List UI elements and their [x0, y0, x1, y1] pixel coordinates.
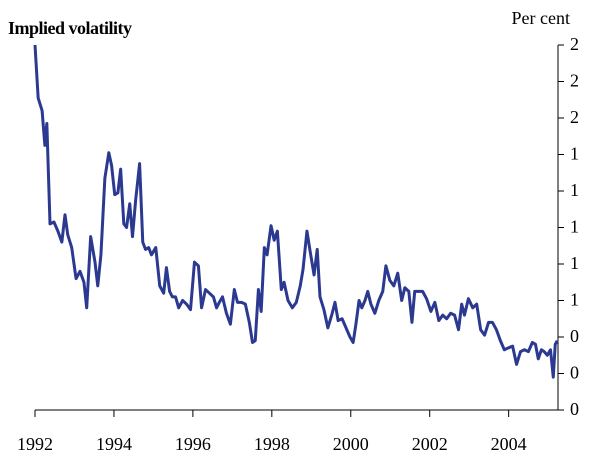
- data-line: [33, 44, 559, 379]
- y-tick-label: 2: [570, 34, 579, 54]
- chart-title: Implied volatility: [8, 18, 132, 38]
- y-tick-label: 0: [570, 363, 579, 383]
- y-tick-label: 2: [570, 71, 579, 91]
- y-tick-label: 1: [570, 144, 579, 164]
- x-tick-label: 1998: [254, 434, 290, 454]
- x-tick-label: 1996: [175, 434, 211, 454]
- y-tick-label: 2: [570, 107, 579, 127]
- y-tick-label: 1: [570, 290, 579, 310]
- x-tick-label: 2002: [412, 434, 448, 454]
- x-tick-label: 2000: [333, 434, 369, 454]
- y-tick-label: 1: [570, 217, 579, 237]
- y-axis-label: Per cent: [512, 8, 570, 28]
- y-tick-label: 1: [570, 253, 579, 273]
- x-tick-label: 1992: [17, 434, 53, 454]
- y-tick-label: 0: [570, 326, 579, 346]
- x-tick-label: 2004: [491, 434, 527, 454]
- x-tick-label: 1994: [96, 434, 132, 454]
- y-tick-label: 1: [570, 180, 579, 200]
- y-tick-label: 0: [570, 399, 579, 419]
